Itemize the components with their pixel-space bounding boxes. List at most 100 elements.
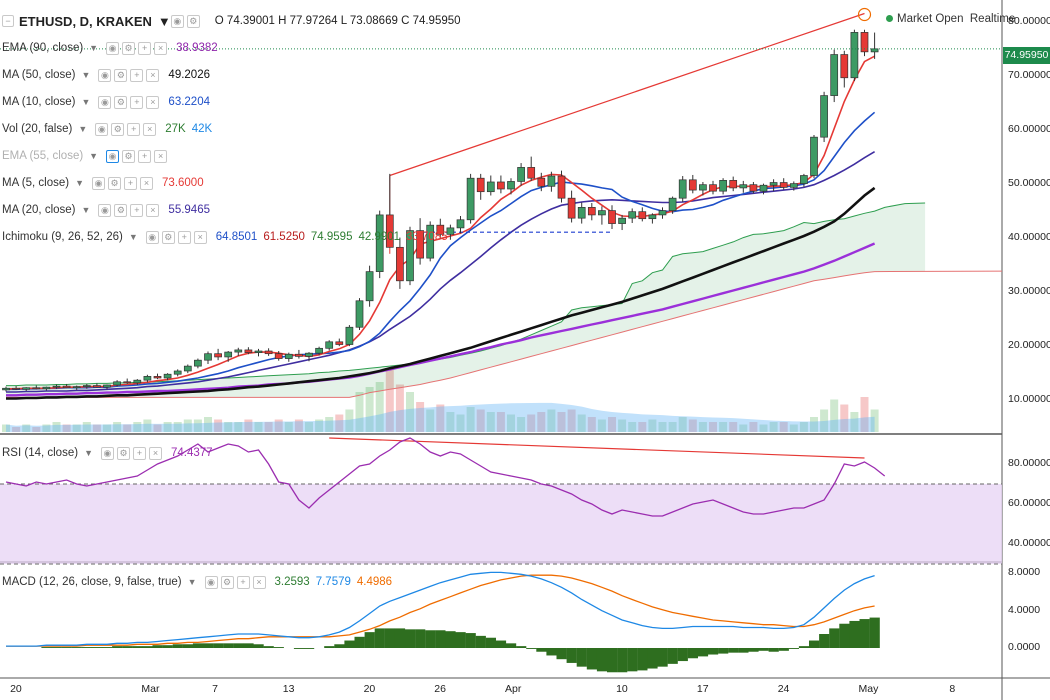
- volume-bar: [183, 419, 192, 432]
- indicator-legend-rsi[interactable]: RSI (14, close) ▼ ◉ ⚙ + × 74.4377: [2, 443, 219, 463]
- candle: [810, 136, 818, 176]
- settings-icon[interactable]: ⚙: [114, 203, 128, 217]
- add-icon[interactable]: +: [132, 446, 146, 460]
- chevron-down-icon[interactable]: ▼: [89, 43, 99, 53]
- candle: [466, 177, 475, 221]
- eye-icon[interactable]: ◉: [106, 149, 120, 163]
- eye-icon[interactable]: ◉: [98, 203, 112, 217]
- chevron-down-icon[interactable]: ▼: [78, 124, 88, 134]
- add-icon[interactable]: +: [236, 575, 250, 589]
- close-icon[interactable]: ×: [193, 230, 207, 244]
- volume-bar: [698, 422, 707, 432]
- eye-icon[interactable]: ◉: [145, 230, 159, 244]
- chevron-down-icon[interactable]: ▼: [89, 151, 99, 161]
- close-icon[interactable]: ×: [148, 446, 162, 460]
- candle: [234, 349, 243, 353]
- volume-bar: [32, 427, 41, 432]
- add-icon[interactable]: +: [124, 176, 138, 190]
- chevron-down-icon[interactable]: ▼: [187, 577, 197, 587]
- settings-icon[interactable]: ⚙: [111, 122, 125, 136]
- settings-icon[interactable]: ⚙: [161, 230, 175, 244]
- symbol-title[interactable]: ETHUSD, D, KRAKEN: [19, 13, 152, 29]
- close-icon[interactable]: ×: [143, 122, 157, 136]
- close-icon[interactable]: ×: [146, 68, 160, 82]
- chevron-down-icon[interactable]: ▼: [81, 205, 91, 215]
- eye-icon[interactable]: ◉: [100, 446, 114, 460]
- settings-icon[interactable]: ⚙: [116, 446, 130, 460]
- eye-icon[interactable]: ◉: [98, 68, 112, 82]
- settings-icon[interactable]: ⚙: [108, 176, 122, 190]
- volume-bar: [335, 414, 344, 432]
- indicator-legend-7[interactable]: Ichimoku (9, 26, 52, 26) ▼ ◉ ⚙ + × 64.8501 61.5…: [2, 227, 454, 247]
- collapse-icon[interactable]: −: [2, 15, 14, 27]
- candle: [325, 341, 334, 349]
- volume-bar: [284, 422, 293, 432]
- rsi-band: [0, 484, 1002, 564]
- add-icon[interactable]: +: [138, 41, 152, 55]
- volume-bar: [799, 422, 808, 432]
- chevron-down-icon[interactable]: ▼: [75, 178, 85, 188]
- candle: [254, 350, 263, 353]
- volume-bar: [587, 417, 596, 432]
- close-icon[interactable]: ×: [154, 41, 168, 55]
- macd-hist-bar: [859, 619, 870, 648]
- close-icon[interactable]: ×: [154, 149, 168, 163]
- candle: [830, 54, 839, 96]
- volume-bar: [72, 424, 81, 432]
- macd-hist-bar: [172, 644, 183, 648]
- indicator-legend-1[interactable]: MA (50, close) ▼ ◉ ⚙ + × 49.2026: [2, 65, 216, 85]
- chevron-down-icon[interactable]: ▼: [157, 13, 171, 29]
- eye-icon[interactable]: ◉: [170, 14, 184, 28]
- add-icon[interactable]: +: [130, 203, 144, 217]
- candle: [12, 387, 20, 390]
- close-icon[interactable]: ×: [140, 176, 154, 190]
- eye-icon[interactable]: ◉: [98, 95, 112, 109]
- candle: [274, 353, 283, 359]
- volume-bar: [214, 419, 223, 432]
- indicator-name: MA (20, close): [2, 204, 76, 216]
- macd-line: [6, 571, 875, 647]
- settings-icon[interactable]: ⚙: [114, 95, 128, 109]
- add-icon[interactable]: +: [130, 68, 144, 82]
- macd-hist-bar: [819, 634, 830, 648]
- indicator-legend-6[interactable]: MA (20, close) ▼ ◉ ⚙ + × 55.9465: [2, 200, 216, 220]
- indicator-legend-3[interactable]: Vol (20, false) ▼ ◉ ⚙ + × 27K 42K: [2, 119, 218, 139]
- settings-icon[interactable]: ⚙: [186, 14, 200, 28]
- chevron-down-icon[interactable]: ▼: [128, 232, 138, 242]
- volume-bar: [789, 424, 798, 432]
- close-icon[interactable]: ×: [252, 575, 266, 589]
- volume-bar: [870, 409, 879, 432]
- macd-hist-bar: [445, 631, 456, 648]
- volume-bar: [476, 409, 485, 432]
- add-icon[interactable]: +: [130, 95, 144, 109]
- settings-icon[interactable]: ⚙: [122, 149, 136, 163]
- add-icon[interactable]: +: [127, 122, 141, 136]
- candle: [103, 384, 111, 388]
- chevron-down-icon[interactable]: ▼: [81, 70, 91, 80]
- indicator-controls: ◉ ⚙ + ×: [100, 446, 165, 460]
- settings-icon[interactable]: ⚙: [114, 68, 128, 82]
- settings-icon[interactable]: ⚙: [122, 41, 136, 55]
- indicator-legend-5[interactable]: MA (5, close) ▼ ◉ ⚙ + × 73.6000: [2, 173, 210, 193]
- eye-icon[interactable]: ◉: [106, 41, 120, 55]
- time-tick-label: 20: [10, 683, 22, 695]
- indicator-legend-2[interactable]: MA (10, close) ▼ ◉ ⚙ + × 63.2204: [2, 92, 216, 112]
- chevron-down-icon[interactable]: ▼: [84, 448, 93, 458]
- indicator-controls: ◉ ⚙ + ×: [92, 176, 156, 190]
- add-icon[interactable]: +: [177, 230, 191, 244]
- settings-icon[interactable]: ⚙: [220, 575, 234, 589]
- volume-bar: [113, 422, 122, 432]
- close-icon[interactable]: ×: [146, 203, 160, 217]
- indicator-legend-4[interactable]: EMA (55, close) ▼ ◉ ⚙ + ×: [2, 146, 176, 166]
- eye-icon[interactable]: ◉: [92, 176, 106, 190]
- macd-hist-bar: [71, 647, 82, 648]
- candle: [789, 183, 798, 188]
- indicator-legend-macd[interactable]: MACD (12, 26, close, 9, false, true) ▼ ◉ ⚙ +…: [2, 572, 398, 592]
- eye-icon[interactable]: ◉: [204, 575, 218, 589]
- chevron-down-icon[interactable]: ▼: [81, 97, 91, 107]
- eye-icon[interactable]: ◉: [95, 122, 109, 136]
- add-icon[interactable]: +: [138, 149, 152, 163]
- indicator-legend-0[interactable]: EMA (90, close) ▼ ◉ ⚙ + × 38.9382: [2, 38, 224, 58]
- close-icon[interactable]: ×: [146, 95, 160, 109]
